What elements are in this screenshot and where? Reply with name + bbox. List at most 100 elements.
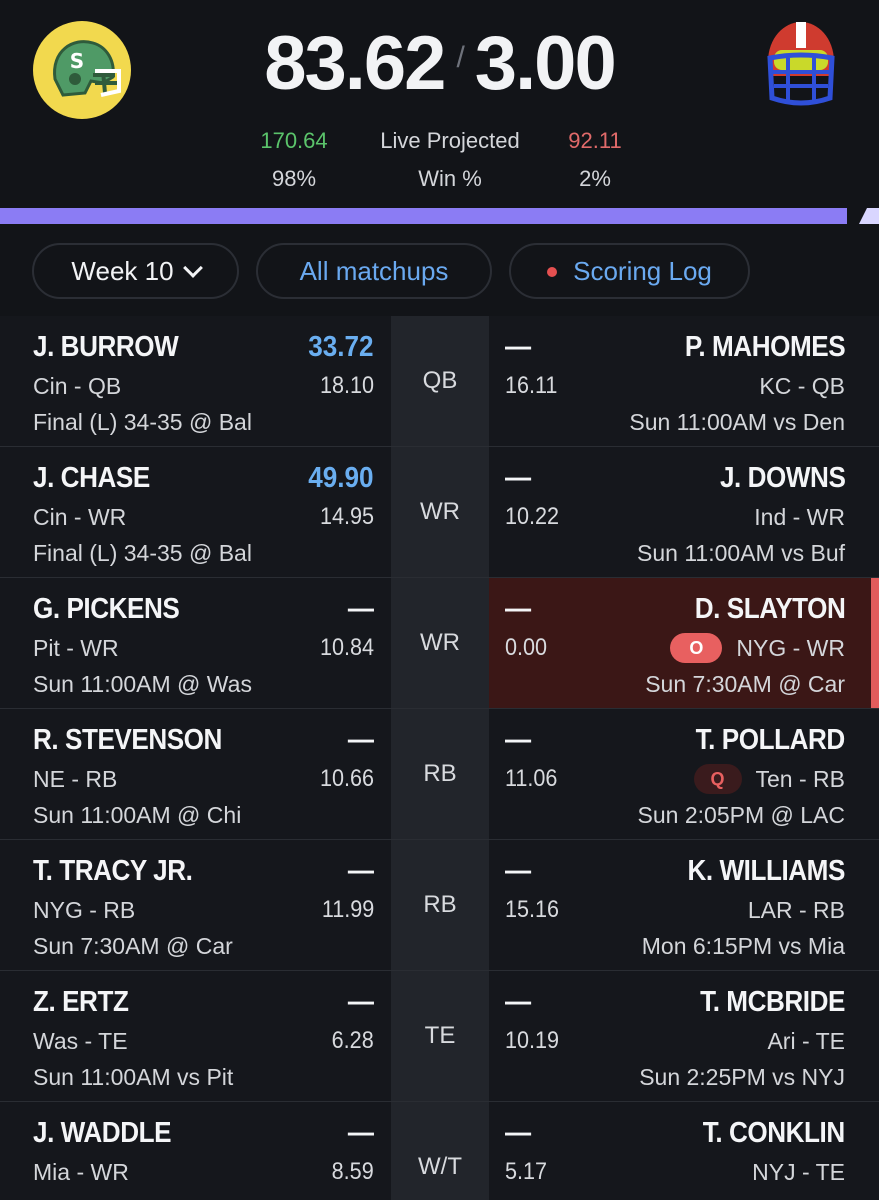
player-game-info: Sun 7:30AM @ Car [645, 671, 845, 697]
player-team-position-text: LAR - RB [747, 897, 845, 923]
table-row: G. PICKENS — Pit - WR 10.84 Sun 11:00AM @ Wa… [0, 578, 879, 709]
lineup-slot: WR [391, 447, 489, 577]
player-name[interactable]: T. MCBRIDE [700, 986, 845, 1018]
table-row: J. BURROW 33.72 Cin - QB 18.10 Final (L) 34-… [0, 316, 879, 447]
player-score: 33.72 [308, 331, 374, 363]
away-player-cell[interactable]: — D. SLAYTON 0.00 O NYG - WR Sun 7:30AM @ Car [489, 578, 879, 708]
table-row: R. STEVENSON — NE - RB 10.66 Sun 11:00AM @ C… [0, 709, 879, 840]
player-projection: 18.10 [319, 372, 374, 399]
all-matchups-button[interactable]: All matchups [256, 243, 492, 299]
player-name[interactable]: J. DOWNS [719, 462, 846, 494]
player-game-info: Sun 11:00AM vs Den [629, 409, 845, 435]
player-game-info: Sun 11:00AM @ Was [33, 671, 252, 697]
player-team-position: Mia - WR [33, 1159, 129, 1185]
player-score: 49.90 [308, 462, 374, 494]
away-score: 3.00 [474, 21, 617, 106]
away-player-cell[interactable]: — K. WILLIAMS 15.16 LAR - RB Mon 6:15PM vs M… [489, 840, 879, 970]
home-player-cell[interactable]: J. WADDLE — Mia - WR 8.59 [0, 1102, 391, 1200]
home-player-cell[interactable]: J. BURROW 33.72 Cin - QB 18.10 Final (L) 34-… [0, 316, 391, 446]
scoring-log-label: Scoring Log [573, 256, 712, 286]
player-team-position-text: NYJ - TE [752, 1159, 845, 1185]
player-team-position-text: Ten - RB [755, 766, 845, 792]
player-game-info: Sun 11:00AM vs Pit [33, 1064, 234, 1090]
home-player-cell[interactable]: T. TRACY JR. — NYG - RB 11.99 Sun 7:30AM @ C… [0, 840, 391, 970]
home-player-cell[interactable]: J. CHASE 49.90 Cin - WR 14.95 Final (L) 34-3… [0, 447, 391, 577]
away-player-cell[interactable]: — P. MAHOMES 16.11 KC - QB Sun 11:00AM vs De… [489, 316, 879, 446]
live-dot-icon [547, 267, 558, 277]
away-player-cell[interactable]: — T. MCBRIDE 10.19 Ari - TE Sun 2:25PM vs NY… [489, 971, 879, 1101]
player-team-position-text: KC - QB [759, 373, 845, 399]
player-name[interactable]: Z. ERTZ [33, 986, 129, 1018]
away-player-cell[interactable]: — T. POLLARD 11.06 Q Ten - RB Sun 2:05PM @ LA… [489, 709, 879, 839]
player-projection: 0.00 [505, 634, 548, 661]
player-score: — [347, 724, 374, 756]
home-win-pct: 98% [271, 166, 317, 191]
player-name[interactable]: T. TRACY JR. [33, 855, 193, 887]
player-name[interactable]: P. MAHOMES [684, 331, 846, 363]
player-name[interactable]: J. CHASE [33, 462, 150, 494]
away-team-logo[interactable] [752, 12, 850, 110]
table-row: J. WADDLE — Mia - WR 8.59 W/T — T. CONKLIN 5.17… [0, 1102, 879, 1200]
matchup-header: S 83.62 / 3.00 170.64 Live Projected 92.11… [0, 0, 879, 208]
player-team-position: Was - TE [33, 1028, 128, 1054]
player-team-position: NYG - RB [33, 897, 136, 923]
player-name[interactable]: D. SLAYTON [694, 593, 845, 625]
player-projection: 6.28 [331, 1027, 374, 1054]
home-player-cell[interactable]: G. PICKENS — Pit - WR 10.84 Sun 11:00AM @ Wa… [0, 578, 391, 708]
player-game-info: Mon 6:15PM vs Mia [641, 933, 845, 959]
win-probability-rest [859, 208, 879, 224]
lineup-slot: RB [391, 840, 489, 970]
week-selector[interactable]: Week 10 [32, 243, 239, 299]
player-team-position: Ind - WR [754, 503, 845, 531]
player-score: — [505, 724, 532, 756]
scoreboard: 83.62 / 3.00 [0, 24, 879, 120]
player-game-info: Final (L) 34-35 @ Bal [33, 540, 252, 566]
player-team-position-text: NYG - WR [736, 635, 845, 661]
table-row: Z. ERTZ — Was - TE 6.28 Sun 11:00AM vs Pit TE… [0, 971, 879, 1102]
player-projection: 16.11 [505, 372, 558, 399]
player-team-position: LAR - RB [748, 896, 845, 924]
away-player-cell[interactable]: — J. DOWNS 10.22 Ind - WR Sun 11:00AM vs Buf [489, 447, 879, 577]
away-live-projected: 92.11 [568, 128, 622, 153]
player-game-info: Sun 7:30AM @ Car [33, 933, 233, 959]
away-player-cell[interactable]: — T. CONKLIN 5.17 NYJ - TE [489, 1102, 879, 1200]
questionable-status-badge: Q [693, 763, 742, 794]
player-name[interactable]: T. POLLARD [695, 724, 846, 756]
player-score: — [505, 593, 532, 625]
player-projection: 8.59 [331, 1158, 374, 1185]
player-name[interactable]: J. WADDLE [33, 1117, 172, 1149]
scoring-log-button[interactable]: Scoring Log [509, 243, 750, 299]
player-score: — [347, 593, 374, 625]
player-name[interactable]: R. STEVENSON [33, 724, 222, 756]
player-projection: 10.84 [319, 634, 374, 661]
player-team-position: Ari - TE [767, 1027, 845, 1055]
player-name[interactable]: J. BURROW [33, 331, 179, 363]
player-projection: 11.99 [321, 896, 374, 923]
player-name[interactable]: K. WILLIAMS [687, 855, 846, 887]
table-row: T. TRACY JR. — NYG - RB 11.99 Sun 7:30AM @ C… [0, 840, 879, 971]
win-probability-bar [0, 208, 879, 224]
player-score: — [505, 331, 532, 363]
filter-bar: Week 10 All matchups Scoring Log [0, 224, 879, 316]
player-projection: 10.19 [505, 1027, 560, 1054]
player-name[interactable]: G. PICKENS [33, 593, 180, 625]
chevron-down-icon [182, 258, 203, 278]
home-player-cell[interactable]: R. STEVENSON — NE - RB 10.66 Sun 11:00AM @ C… [0, 709, 391, 839]
lineup-slot: W/T [391, 1102, 489, 1200]
player-projection: 15.16 [505, 896, 560, 923]
home-team-logo[interactable]: S [33, 21, 131, 119]
football-helmet-icon: S [53, 40, 121, 97]
home-player-cell[interactable]: Z. ERTZ — Was - TE 6.28 Sun 11:00AM vs Pit [0, 971, 391, 1101]
win-probability-fill [0, 208, 848, 224]
player-team-position: NYJ - TE [752, 1158, 845, 1186]
player-name[interactable]: T. CONKLIN [703, 1117, 845, 1149]
player-score: — [347, 855, 374, 887]
player-game-info: Sun 11:00AM @ Chi [33, 802, 242, 828]
player-team-position: KC - QB [759, 372, 845, 400]
score-separator: / [456, 41, 464, 74]
player-team-position-text: Ind - WR [754, 504, 845, 530]
player-game-info: Sun 2:05PM @ LAC [637, 802, 845, 828]
roster-table: J. BURROW 33.72 Cin - QB 18.10 Final (L) 34-… [0, 316, 879, 1200]
all-matchups-label: All matchups [299, 256, 449, 286]
player-projection: 10.22 [505, 503, 560, 530]
